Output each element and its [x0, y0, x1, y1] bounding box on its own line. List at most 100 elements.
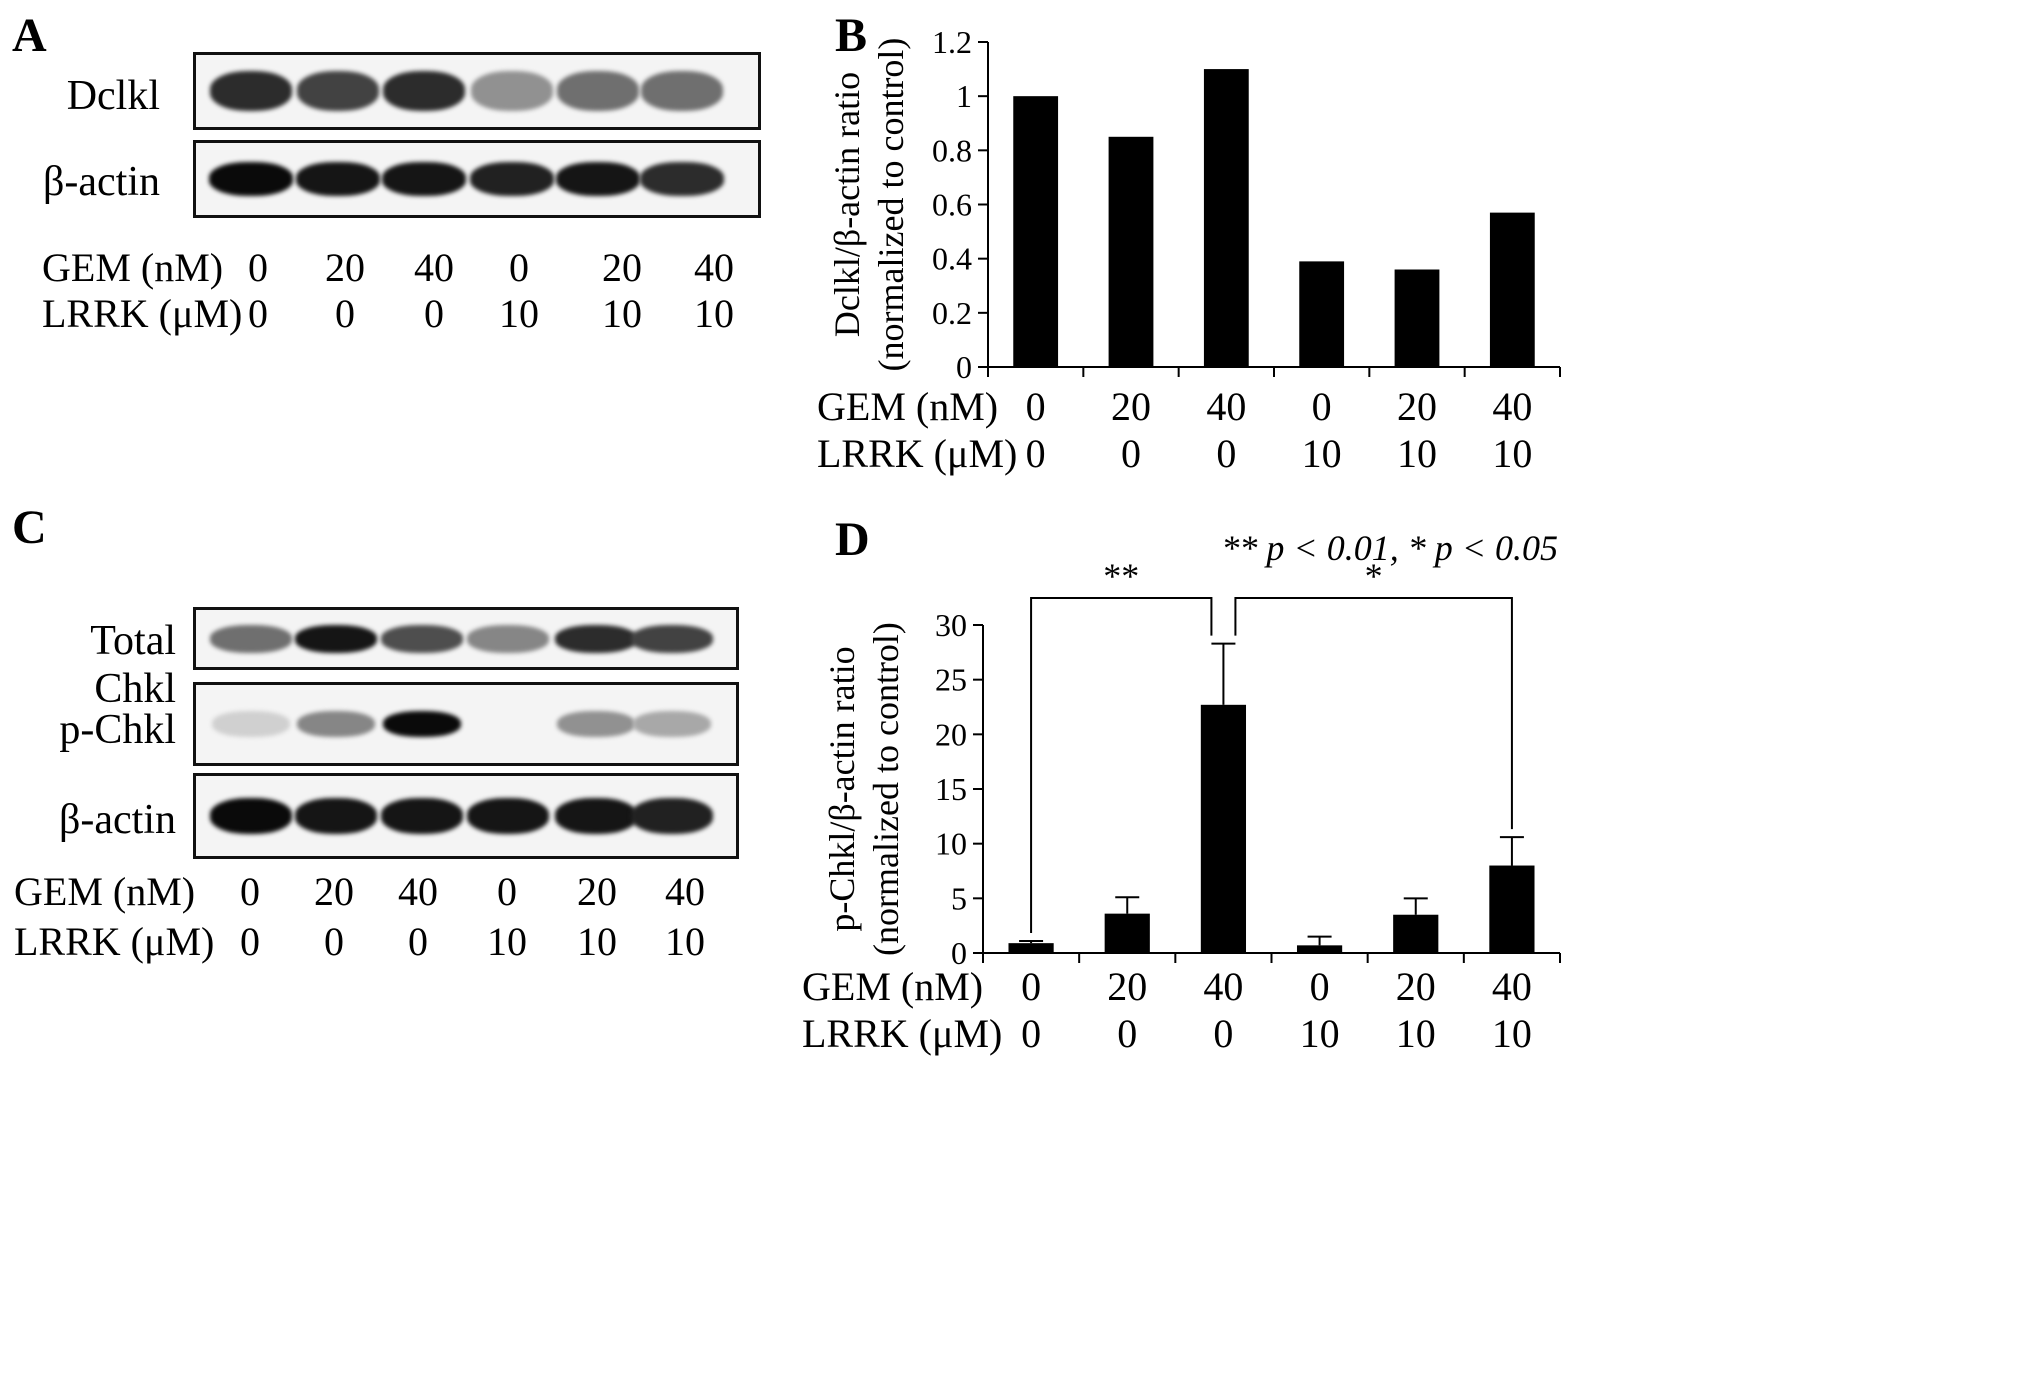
significance-stars: ** [1103, 556, 1139, 596]
lrrk-label: LRRK (μM) [802, 1011, 1002, 1056]
blot-band [555, 624, 637, 653]
lrrk-value: 0 [335, 291, 355, 336]
lrrk-value: 0 [424, 291, 444, 336]
gem-label-a: GEM (nM) [42, 245, 224, 290]
gem-value: 40 [1203, 964, 1243, 1009]
significance-stars: * [1365, 556, 1383, 596]
y-axis-title-line2: (normalized to control) [871, 38, 911, 372]
blot-band [209, 162, 293, 196]
lrrk-value: 0 [1117, 1011, 1137, 1056]
y-tick-label: 15 [935, 771, 967, 807]
gem-value: 0 [509, 245, 529, 290]
blot-band [557, 711, 635, 737]
gem-value: 40 [665, 869, 705, 914]
gem-value: 20 [1107, 964, 1147, 1009]
panel-letter-c: C [12, 501, 47, 554]
blot-band [297, 71, 379, 111]
blot-band [212, 711, 290, 737]
blot-band [381, 624, 463, 653]
gem-label-c: GEM (nM) [14, 869, 196, 914]
y-tick-label: 25 [935, 662, 967, 698]
gem-value: 20 [577, 869, 617, 914]
lrrk-value: 10 [694, 291, 734, 336]
gem-value: 0 [240, 869, 260, 914]
gem-value: 20 [602, 245, 642, 290]
blot-band [557, 71, 639, 111]
blot-label-p-chkl: p-Chkl [59, 707, 176, 753]
gem-label: GEM (nM) [817, 384, 998, 429]
bar [1008, 943, 1054, 953]
lrrk-value: 10 [577, 919, 617, 964]
bar [1013, 96, 1059, 368]
lrrk-value: 0 [240, 919, 260, 964]
y-axis-title-line1: p-Chkl/β-actin ratio [822, 646, 862, 931]
lrrk-value: 10 [1396, 1011, 1436, 1056]
blot-band [210, 798, 292, 834]
y-axis-title-line2: (normalized to control) [866, 622, 906, 956]
blot-band [641, 71, 723, 111]
bar [1104, 913, 1150, 953]
bar [1200, 704, 1247, 953]
lrrk-value: 10 [1397, 431, 1437, 476]
blot-band [633, 711, 711, 737]
y-tick-label: 0 [956, 349, 972, 385]
bar [1489, 212, 1535, 367]
lrrk-value: 0 [1121, 431, 1141, 476]
gem-value: 40 [1206, 384, 1246, 429]
gem-value: 0 [1026, 384, 1046, 429]
gem-label: GEM (nM) [802, 964, 983, 1009]
blot-label-beta-actin-c: β-actin [59, 797, 176, 843]
blot-band [296, 162, 380, 196]
lrrk-label-a: LRRK (μM) [42, 291, 243, 336]
y-tick-label: 1.2 [932, 24, 972, 60]
significance-note: ** p < 0.01, * p < 0.05 [1221, 528, 1558, 568]
y-axis-title-line1: Dclkl/β-actin ratio [827, 72, 867, 337]
gem-value: 40 [414, 245, 454, 290]
bar [1394, 269, 1440, 367]
lrrk-value: 10 [665, 919, 705, 964]
gem-value: 40 [1492, 384, 1532, 429]
lrrk-value: 10 [1300, 1011, 1340, 1056]
western-blot-beta-actin-c [193, 773, 739, 859]
bar [1108, 136, 1154, 367]
y-tick-label: 10 [935, 826, 967, 862]
bar [1489, 865, 1535, 953]
y-tick-label: 30 [935, 607, 967, 643]
lrrk-value: 0 [1213, 1011, 1233, 1056]
blot-band [383, 71, 465, 111]
gem-value: 0 [1021, 964, 1041, 1009]
blot-band [297, 711, 375, 737]
blot-band [383, 711, 461, 737]
blot-band [210, 624, 292, 653]
y-tick-label: 1 [956, 78, 972, 114]
blot-band [467, 798, 549, 834]
lrrk-value: 10 [487, 919, 527, 964]
gem-value: 0 [248, 245, 268, 290]
lrrk-label: LRRK (μM) [817, 431, 1017, 476]
lrrk-value: 10 [1492, 431, 1532, 476]
blot-band [470, 162, 554, 196]
y-tick-label: 0.8 [932, 132, 972, 168]
blot-band [295, 624, 377, 653]
western-blot-beta-actin [193, 140, 761, 218]
blot-band [471, 71, 553, 111]
bar [1203, 69, 1249, 367]
panel-letter-a: A [12, 9, 47, 62]
blot-band [467, 624, 549, 653]
gem-value: 20 [314, 869, 354, 914]
gem-value: 20 [325, 245, 365, 290]
western-blot-dclkl [193, 52, 761, 130]
blot-label-dclkl: Dclkl [66, 73, 160, 119]
significance-bracket [1030, 597, 1213, 933]
blot-band [210, 71, 292, 111]
panel-letter-d: D [835, 513, 870, 566]
y-tick-label: 5 [951, 880, 967, 916]
gem-value: 40 [398, 869, 438, 914]
gem-value: 0 [1312, 384, 1332, 429]
gem-value: 0 [497, 869, 517, 914]
lrrk-value: 0 [324, 919, 344, 964]
blot-label-beta-actin: β-actin [43, 159, 160, 205]
blot-band [556, 162, 640, 196]
